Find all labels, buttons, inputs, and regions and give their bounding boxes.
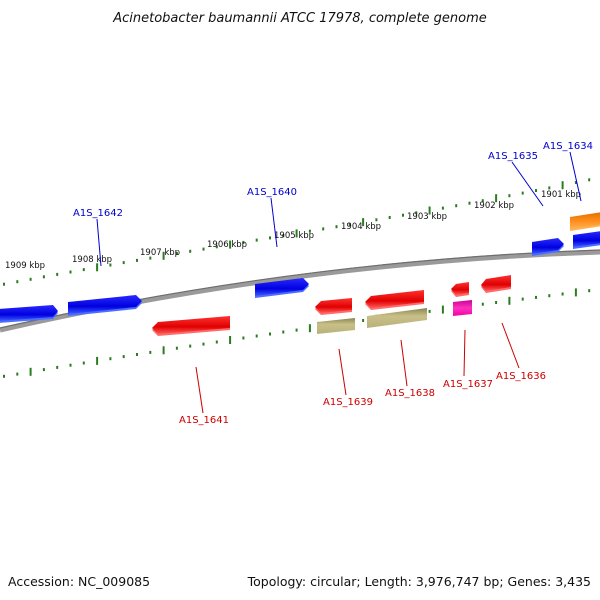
- leader-a1s-1640: [270, 197, 278, 248]
- leader-a1s-1641: [195, 366, 204, 414]
- gene-label-a1s-1634[interactable]: A1S_1634: [543, 141, 593, 152]
- map-title: Acinetobacter baumannii ATCC 17978, comp…: [112, 11, 487, 26]
- kbp-label-1903: 1903 kbp: [407, 212, 447, 222]
- kbp-label-1908: 1908 kbp: [72, 255, 112, 265]
- kbp-label-1905: 1905 kbp: [274, 231, 314, 241]
- kbp-label-1904: 1904 kbp: [341, 222, 381, 232]
- kbp-label-1906: 1906 kbp: [207, 240, 247, 250]
- leader-a1s-1638: [400, 339, 408, 387]
- leader-a1s-1636: [501, 322, 520, 369]
- kbp-label-1902: 1902 kbp: [474, 201, 514, 211]
- leader-lines: [96, 151, 582, 414]
- olive-feature-a1s-1639[interactable]: [317, 318, 355, 334]
- forward-gene-feature[interactable]: [0, 305, 58, 323]
- gene-label-a1s-1639[interactable]: A1S_1639: [323, 397, 373, 408]
- olive-feature-a1s-1638[interactable]: [367, 308, 427, 328]
- gene-label-a1s-1635[interactable]: A1S_1635: [488, 151, 538, 162]
- leader-a1s-1637: [463, 329, 466, 377]
- outer-tick-track: [3, 178, 591, 286]
- accession-text: Accession: NC_009085: [8, 574, 150, 589]
- leader-a1s-1634: [569, 151, 582, 202]
- leader-a1s-1639: [338, 348, 347, 396]
- reverse-gene-a1s-1638[interactable]: [365, 290, 424, 310]
- reverse-gene-a1s-1636[interactable]: [481, 275, 511, 293]
- magenta-feature-a1s-1637[interactable]: [453, 300, 472, 316]
- forward-gene-feature-right[interactable]: [573, 231, 600, 249]
- leader-a1s-1642: [96, 218, 102, 267]
- kbp-label-1907: 1907 kbp: [140, 248, 180, 258]
- reverse-gene-a1s-1639[interactable]: [315, 298, 352, 315]
- forward-gene-a1s-1640[interactable]: [255, 278, 309, 298]
- forward-gene-a1s-1642[interactable]: [68, 295, 142, 316]
- gene-label-a1s-1640[interactable]: A1S_1640: [247, 187, 297, 198]
- gene-label-a1s-1641[interactable]: A1S_1641: [179, 415, 229, 426]
- kbp-label-1901: 1901 kbp: [541, 190, 581, 200]
- gene-label-a1s-1642[interactable]: A1S_1642: [73, 208, 123, 219]
- gene-a1s-1634-orange[interactable]: [570, 212, 600, 231]
- gene-label-a1s-1637[interactable]: A1S_1637: [443, 379, 493, 390]
- gene-label-a1s-1638[interactable]: A1S_1638: [385, 388, 435, 399]
- genome-summary-text: Topology: circular; Length: 3,976,747 bp…: [247, 574, 591, 589]
- leader-a1s-1635: [511, 161, 544, 207]
- gene-label-a1s-1636[interactable]: A1S_1636: [496, 371, 546, 382]
- kbp-label-1909: 1909 kbp: [5, 261, 45, 271]
- reverse-gene-a1s-1637[interactable]: [451, 282, 469, 297]
- reverse-gene-a1s-1641[interactable]: [152, 316, 230, 336]
- forward-gene-a1s-1635[interactable]: [532, 238, 564, 256]
